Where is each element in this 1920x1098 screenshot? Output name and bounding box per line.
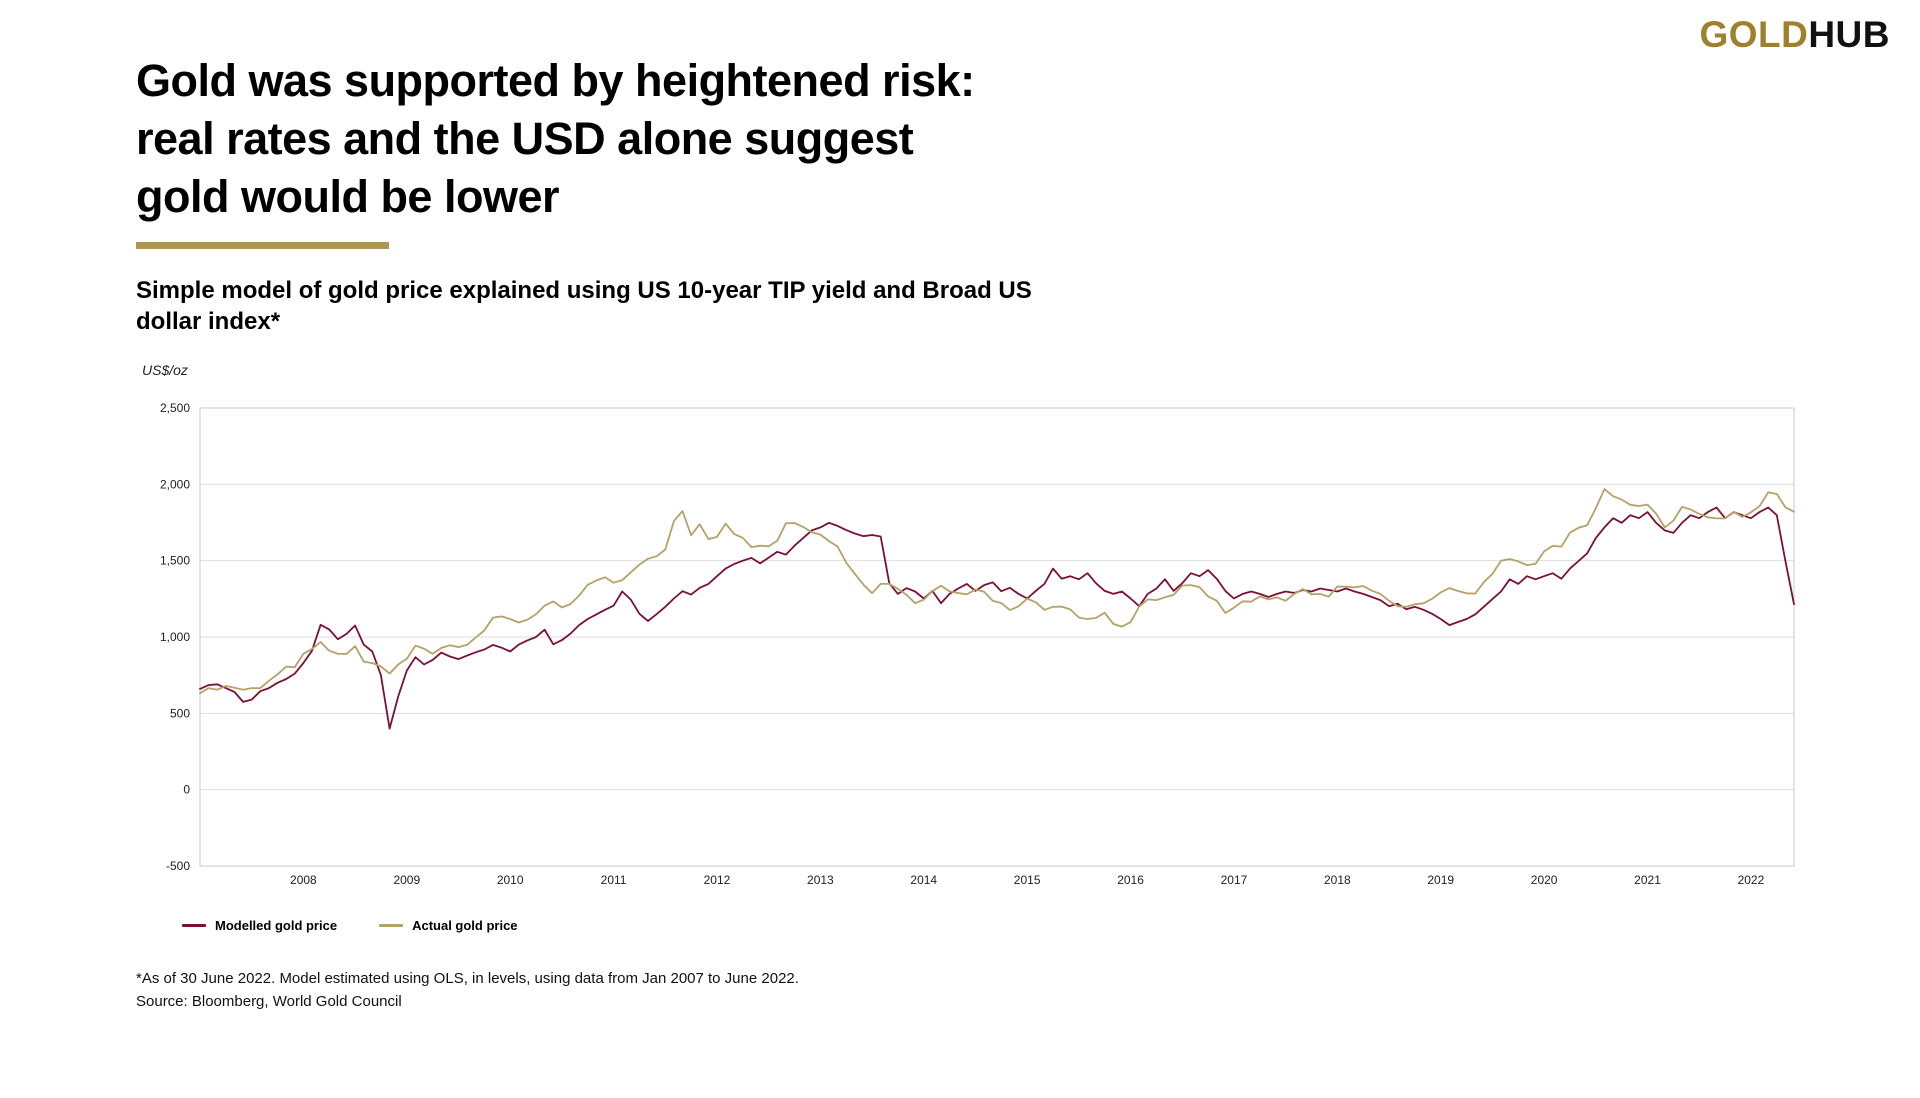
source: Source: Bloomberg, World Gold Council (136, 992, 402, 1010)
svg-text:2,000: 2,000 (160, 477, 190, 491)
legend-item-actual: Actual gold price (379, 917, 518, 933)
svg-text:2011: 2011 (601, 873, 627, 887)
svg-text:2018: 2018 (1324, 873, 1351, 887)
svg-text:2017: 2017 (1221, 873, 1248, 887)
logo-gold-text: GOLD (1699, 14, 1809, 55)
legend-item-modelled: Modelled gold price (182, 918, 337, 933)
legend-label-modelled: Modelled gold price (215, 917, 338, 933)
legend-swatch-actual (379, 923, 404, 927)
chart-subtitle: Simple model of gold price explained usi… (136, 277, 1032, 336)
footnotes: *As of 30 June 2022. Model estimated usi… (136, 967, 1920, 1014)
page-title: Gold was supported by heightened risk: r… (136, 55, 975, 223)
chart-legend: Modelled gold price Actual gold price (182, 918, 1804, 933)
svg-text:2022: 2022 (1738, 873, 1765, 887)
svg-text:1,000: 1,000 (160, 630, 190, 644)
svg-text:2012: 2012 (704, 873, 731, 887)
svg-text:2014: 2014 (910, 873, 937, 887)
svg-text:2,500: 2,500 (160, 401, 190, 415)
content: Gold was supported by heightened risk: r… (136, 55, 1920, 1014)
svg-text:2015: 2015 (1014, 873, 1041, 887)
y-axis-unit-label: US$/oz (142, 361, 188, 378)
goldhub-logo: GOLDHUB (1699, 14, 1890, 56)
svg-text:2013: 2013 (807, 873, 834, 887)
svg-text:2019: 2019 (1427, 873, 1454, 887)
svg-text:1,500: 1,500 (160, 553, 190, 567)
svg-text:2008: 2008 (290, 873, 317, 887)
svg-text:500: 500 (170, 706, 190, 720)
svg-text:2010: 2010 (497, 873, 524, 887)
chart-block: US$/oz 2,500 2,000 1,500 1,000 500 0 -500 2008 2… (136, 362, 1804, 933)
svg-text:2009: 2009 (393, 873, 420, 887)
gold-price-line-chart: 2,500 2,000 1,500 1,000 500 0 -500 2008 2009 2010… (160, 401, 1795, 887)
title-accent-bar (136, 242, 389, 250)
svg-text:2016: 2016 (1117, 873, 1144, 887)
legend-swatch-modelled (182, 923, 206, 927)
svg-text:0: 0 (183, 782, 190, 796)
legend-label-actual: Actual gold price (412, 917, 518, 933)
logo-hub-text: HUB (1808, 14, 1890, 55)
svg-text:2021: 2021 (1634, 873, 1661, 887)
svg-text:2020: 2020 (1531, 873, 1558, 887)
footnote: *As of 30 June 2022. Model estimated usi… (136, 969, 799, 987)
svg-text:-500: -500 (166, 859, 190, 873)
